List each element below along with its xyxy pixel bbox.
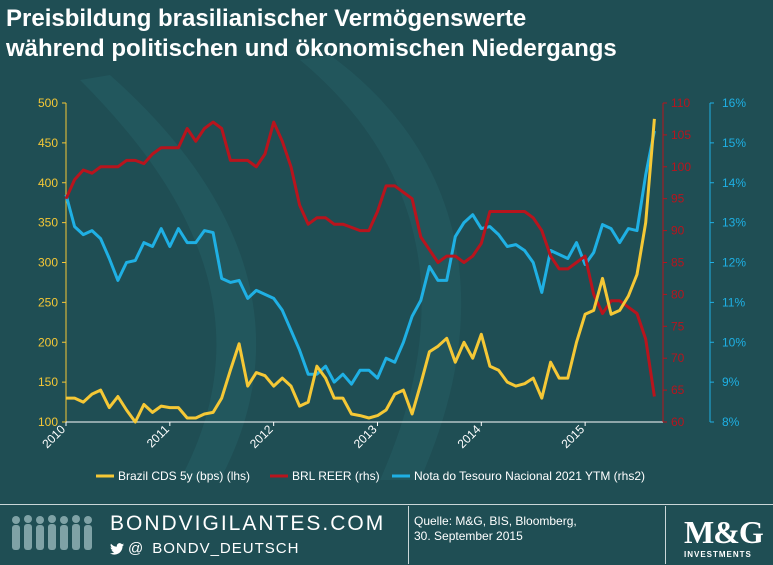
rhs2-tick-label: 9% (722, 375, 740, 389)
rhs-tick-label: 110 (671, 96, 690, 110)
footer-separator-1 (408, 506, 409, 564)
lhs-tick-label: 100 (38, 415, 58, 429)
lhs-tick-label: 250 (38, 295, 58, 309)
chart-title: Preisbildung brasilianischer Vermögenswe… (6, 4, 617, 64)
rhs2-tick-label: 14% (722, 176, 746, 190)
rhs2-tick-label: 13% (722, 216, 746, 230)
rhs-tick-label: 75 (671, 319, 685, 333)
source-note: Quelle: M&G, BIS, Bloomberg, 30. Septemb… (414, 514, 577, 544)
logo-main-text: M&G (684, 514, 764, 550)
rhs-tick-label: 85 (671, 256, 685, 270)
rhs-tick-label: 60 (671, 415, 685, 429)
series-line-lhs (66, 118, 656, 424)
x-tick-label: 2015 (558, 422, 587, 451)
lhs-tick-label: 200 (38, 335, 58, 349)
line-chart: 100 150 200 250 300 350 400 450 500 60 65 70 75 80 85 9… (37, 96, 747, 483)
series-line-rhs (64, 120, 656, 397)
people-silhouettes-icon (12, 515, 92, 550)
rhs-tick-label: 90 (671, 224, 685, 238)
legend-label: Brazil CDS 5y (bps) (lhs) (118, 469, 250, 483)
title-line-2: während politischen und ökonomischen Nie… (6, 35, 617, 62)
x-tick-label: 2011 (144, 422, 172, 450)
rhs2-tick-label: 16% (722, 96, 746, 110)
x-tick-label: 2014 (455, 422, 484, 451)
x-tick-label: 2012 (247, 422, 276, 451)
lhs-tick-label: 300 (38, 256, 58, 270)
social-at: @ (128, 540, 145, 557)
lhs-tick-label: 450 (38, 136, 58, 150)
source-line-2: 30. September 2015 (414, 529, 523, 543)
x-tick-label: 2013 (351, 422, 380, 451)
logo-sub-text: INVESTMENTS (684, 550, 752, 559)
social-handle-text: BONDV_DEUTSCH (152, 540, 300, 557)
title-line-1: Preisbildung brasilianischer Vermögenswe… (6, 5, 527, 32)
legend-label: Nota do Tesouro Nacional 2021 YTM (rhs2) (414, 469, 645, 483)
lhs-tick-label: 350 (38, 216, 58, 230)
rhs-tick-label: 100 (671, 160, 691, 174)
brand-link[interactable]: BONDVIGILANTES.COM (110, 512, 386, 535)
rhs2-tick-label: 10% (722, 335, 746, 349)
rhs2-tick-label: 15% (722, 136, 746, 150)
rhs2-tick-label: 8% (722, 415, 740, 429)
rhs-tick-label: 105 (671, 128, 691, 142)
rhs2-tick-label: 11% (722, 295, 745, 309)
twitter-bird-icon (110, 542, 124, 555)
mg-investments-logo[interactable]: M&G INVESTMENTS (684, 516, 764, 562)
social-handle[interactable]: @ BONDV_DEUTSCH (110, 540, 299, 557)
axes: 100 150 200 250 300 350 400 450 500 60 65 70 75 80 85 9… (38, 96, 746, 451)
series-lines (64, 118, 656, 424)
rhs2-tick-label: 12% (722, 256, 746, 270)
legend: Brazil CDS 5y (bps) (lhs) BRL REER (rhs) N… (96, 469, 645, 483)
rhs-tick-label: 95 (671, 192, 685, 206)
source-line-1: Quelle: M&G, BIS, Bloomberg, (414, 514, 577, 528)
rhs-tick-label: 65 (671, 383, 685, 397)
footer-divider (0, 504, 773, 505)
lhs-tick-label: 400 (38, 176, 58, 190)
footer-separator-2 (665, 506, 666, 564)
series-line-rhs2 (64, 130, 656, 386)
legend-label: BRL REER (rhs) (292, 469, 380, 483)
lhs-tick-label: 500 (38, 96, 58, 110)
rhs-tick-label: 70 (671, 351, 685, 365)
lhs-tick-label: 150 (38, 375, 58, 389)
rhs-tick-label: 80 (671, 287, 685, 301)
